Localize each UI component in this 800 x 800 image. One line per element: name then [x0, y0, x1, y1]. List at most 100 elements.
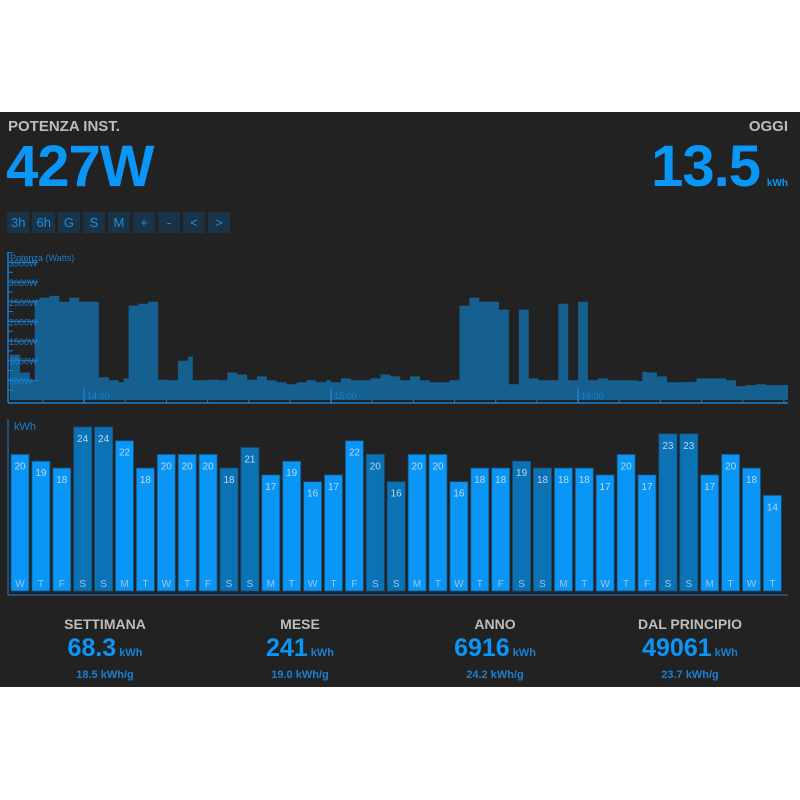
- day-bar[interactable]: 20 F: [198, 454, 218, 592]
- day-bar[interactable]: 18 S: [219, 467, 239, 592]
- day-bar[interactable]: 24 S: [94, 426, 113, 592]
- day-bar[interactable]: 22 F: [344, 440, 364, 592]
- day-bar[interactable]: 20 W: [10, 454, 30, 592]
- day-bar[interactable]: 14 T: [763, 494, 782, 592]
- bar-value-label: 14: [767, 502, 779, 513]
- day-bar[interactable]: 18 M: [554, 467, 573, 592]
- bar-day-label: S: [372, 579, 379, 590]
- bar-day-label: W: [747, 579, 757, 590]
- day-bar[interactable]: 19 T: [282, 460, 302, 592]
- bar-value-label: 20: [370, 461, 382, 472]
- day-bar[interactable]: 20 T: [616, 454, 636, 592]
- day-bar[interactable]: 20 T: [428, 454, 448, 592]
- bar-day-label: S: [665, 579, 672, 590]
- day-bar[interactable]: 17 F: [637, 474, 657, 592]
- zoom-out-button[interactable]: -: [157, 212, 180, 233]
- bar-day-label: S: [226, 579, 233, 590]
- stat-total-value: 49061 kWh: [590, 633, 790, 668]
- stat-week-avg: 18.5 kWh/g: [76, 669, 134, 681]
- bar-value-label: 16: [391, 489, 403, 500]
- bar-value-label: 17: [704, 482, 716, 493]
- bar-value-label: 22: [349, 448, 361, 459]
- range-3h-button[interactable]: 3h: [7, 212, 30, 233]
- day-bar[interactable]: 20 W: [156, 454, 176, 592]
- bar-value-label: 18: [558, 475, 570, 486]
- day-bar[interactable]: 18 T: [574, 467, 594, 592]
- stat-year-avg: 24.2 kWh/g: [466, 669, 524, 681]
- zoom-in-button[interactable]: +: [132, 212, 155, 233]
- power-area-chart[interactable]: 500W 1000W 1500W 2000W 2500W 3000W 3500WPotenz…: [0, 248, 800, 408]
- bar-value-label: 16: [307, 489, 319, 500]
- day-bar[interactable]: 18 T: [470, 467, 490, 592]
- day-bar[interactable]: 19 T: [31, 460, 51, 592]
- x-tick-label: 15:00: [334, 391, 357, 401]
- day-bar[interactable]: 16 W: [449, 481, 469, 592]
- y-tick-label: 1500W: [9, 337, 38, 347]
- bar-value-label: 17: [641, 482, 653, 493]
- bar-value-label: 20: [161, 461, 173, 472]
- day-bar[interactable]: 20 T: [721, 454, 740, 592]
- bar-value-label: 18: [474, 475, 486, 486]
- day-bar[interactable]: 18 S: [533, 467, 552, 592]
- bar-day-label: T: [289, 579, 295, 590]
- day-bar[interactable]: 17 W: [595, 474, 615, 592]
- stat-total: DAL PRINCIPIO 49061 kWh 23.7 kWh/g: [590, 615, 790, 682]
- bar-day-label: M: [120, 579, 128, 590]
- stat-month: MESE 241 kWh 19.0 kWh/g: [200, 615, 400, 682]
- prev-period-button[interactable]: <: [182, 212, 205, 233]
- day-bar[interactable]: 16 W: [303, 481, 323, 592]
- day-bar[interactable]: 17 M: [700, 474, 720, 592]
- day-bar[interactable]: 18 W: [742, 467, 761, 592]
- today-value: 13.5: [651, 134, 761, 199]
- day-bar[interactable]: 20 T: [177, 454, 197, 592]
- stat-month-title: MESE: [280, 616, 320, 632]
- day-bar[interactable]: 24 S: [73, 426, 93, 592]
- range-month-button[interactable]: M: [107, 212, 130, 233]
- bar-day-label: F: [205, 579, 211, 590]
- day-bar[interactable]: 18 F: [491, 467, 511, 592]
- bar-value-label: 20: [432, 461, 444, 472]
- next-period-button[interactable]: >: [207, 212, 230, 233]
- bar-day-label: T: [581, 579, 587, 590]
- day-bar[interactable]: 18 F: [52, 467, 72, 592]
- day-bar[interactable]: 23 S: [679, 433, 699, 592]
- day-bar[interactable]: 23 S: [658, 433, 678, 592]
- day-bar[interactable]: 17 T: [324, 474, 343, 592]
- stat-week-number: 68.3: [67, 634, 117, 662]
- bar-day-label: W: [15, 579, 25, 590]
- bar-day-label: S: [393, 579, 400, 590]
- bar-value-label: 20: [412, 461, 424, 472]
- day-bar[interactable]: 19 S: [512, 460, 531, 592]
- bar-value-label: 18: [140, 475, 152, 486]
- bar-day-label: T: [184, 579, 190, 590]
- bar-day-label: T: [728, 579, 734, 590]
- range-buttons: 3h 6h G S M + - < >: [7, 212, 230, 233]
- day-bar[interactable]: 21 S: [240, 447, 260, 592]
- y-tick-label: 1000W: [9, 357, 38, 367]
- daily-energy-bar-chart[interactable]: kWh20W19T18F24S24S22M18T20W20T20F18S21S1…: [0, 415, 800, 600]
- day-bar[interactable]: 20 S: [365, 454, 385, 592]
- y-tick-label: 3500W: [9, 258, 38, 268]
- range-6h-button[interactable]: 6h: [32, 212, 55, 233]
- y-tick-label: 500W: [9, 376, 33, 386]
- bar-day-label: T: [769, 579, 775, 590]
- bar-day-label: M: [706, 579, 714, 590]
- day-bar[interactable]: 18 T: [135, 467, 155, 592]
- bar-day-label: S: [247, 579, 254, 590]
- power-label: POTENZA INST.: [8, 118, 120, 135]
- day-bar[interactable]: 22 M: [115, 440, 134, 592]
- stat-total-number: 49061: [642, 634, 712, 662]
- range-week-button[interactable]: S: [82, 212, 105, 233]
- stat-year-number: 6916: [454, 634, 510, 662]
- day-bar[interactable]: 20 M: [407, 454, 427, 592]
- bar-value-label: 24: [98, 434, 110, 445]
- bar-day-label: W: [308, 579, 318, 590]
- stat-month-value: 241 kWh: [200, 633, 400, 668]
- stat-total-avg: 23.7 kWh/g: [661, 669, 719, 681]
- day-bar[interactable]: 17 M: [261, 474, 281, 592]
- bar-value-label: 19: [516, 468, 528, 479]
- day-bar[interactable]: 16 S: [386, 481, 406, 592]
- today-unit: kWh: [766, 178, 788, 189]
- bar-day-label: M: [267, 579, 275, 590]
- range-day-button[interactable]: G: [57, 212, 80, 233]
